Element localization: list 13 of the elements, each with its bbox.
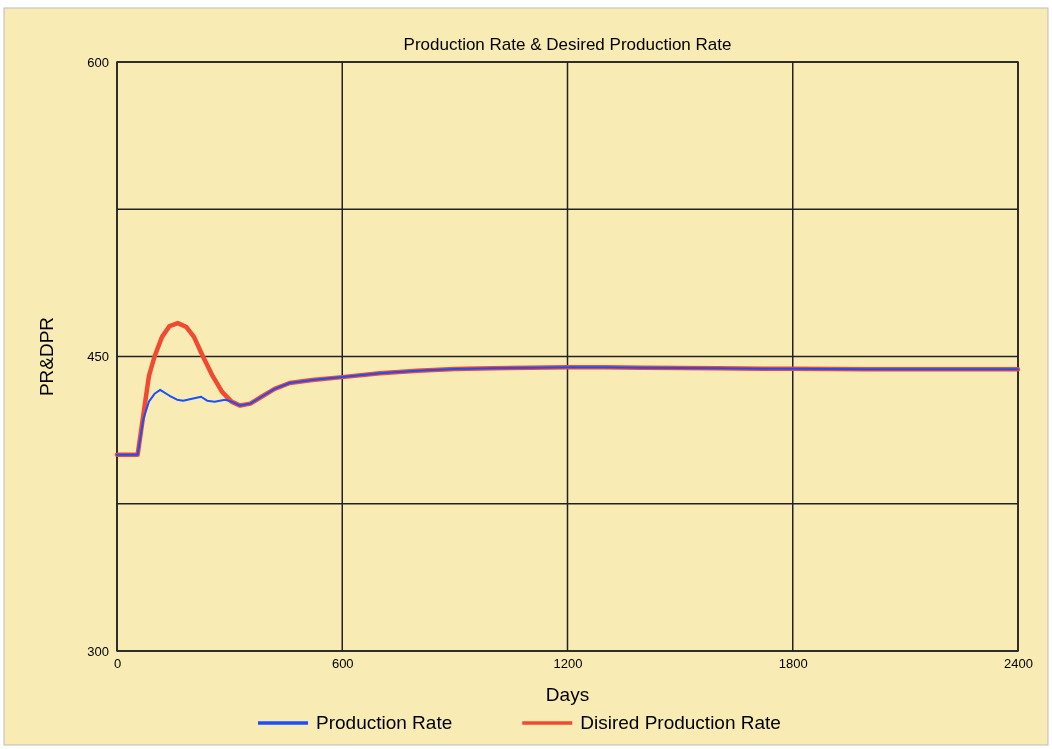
- chart-title: Production Rate & Desired Production Rate: [403, 35, 732, 54]
- y-tick-label: 450: [87, 349, 109, 365]
- legend-label: Disired Production Rate: [580, 712, 781, 733]
- x-tick-label: 1800: [778, 656, 808, 672]
- legend-label: Production Rate: [316, 712, 453, 733]
- x-tick-label: 1200: [553, 656, 583, 672]
- x-axis-title: Days: [545, 684, 590, 705]
- y-axis-title: PR&DPR: [36, 316, 57, 397]
- y-tick-label: 600: [87, 54, 109, 70]
- x-tick-label: 0: [113, 656, 122, 672]
- x-tick-label: 2400: [1004, 656, 1033, 672]
- y-tick-label: 300: [87, 643, 109, 659]
- x-tick-label: 600: [331, 656, 354, 672]
